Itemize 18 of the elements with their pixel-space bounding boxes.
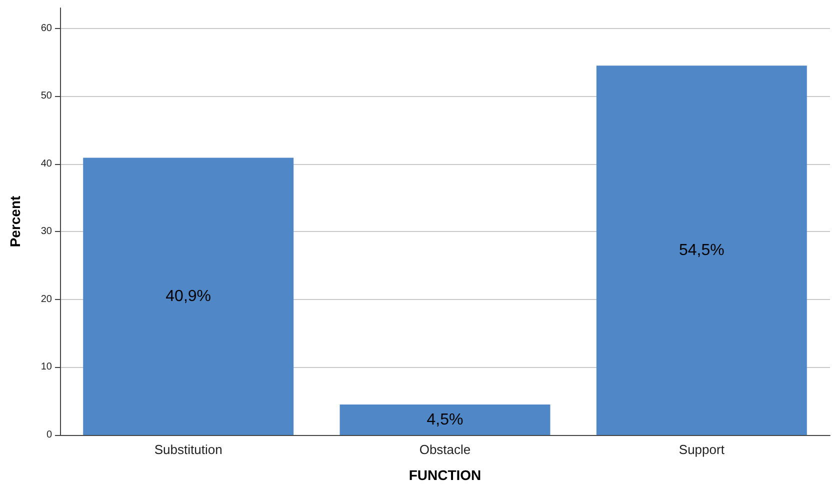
data-label: 54,5% <box>678 242 724 259</box>
x-tick-label: Obstacle <box>419 442 471 457</box>
bar <box>340 404 550 435</box>
x-tick-label: Support <box>678 442 725 457</box>
data-label: 4,5% <box>426 411 464 428</box>
bar <box>596 66 807 435</box>
x-tick-label: Substitution <box>154 442 222 457</box>
y-tick-label: 50 <box>40 90 52 102</box>
bar <box>83 158 294 435</box>
y-tick-label: 10 <box>40 362 52 373</box>
y-tick-label: 30 <box>40 226 52 238</box>
y-axis-title: Percent <box>7 195 23 248</box>
y-tick-label: 40 <box>40 158 52 170</box>
y-tick-label: 60 <box>40 22 52 34</box>
x-axis-title: FUNCTION <box>408 467 482 483</box>
y-tick-label: 20 <box>40 294 52 305</box>
y-tick-label: 0 <box>46 430 52 440</box>
data-label: 40,9% <box>166 288 212 305</box>
